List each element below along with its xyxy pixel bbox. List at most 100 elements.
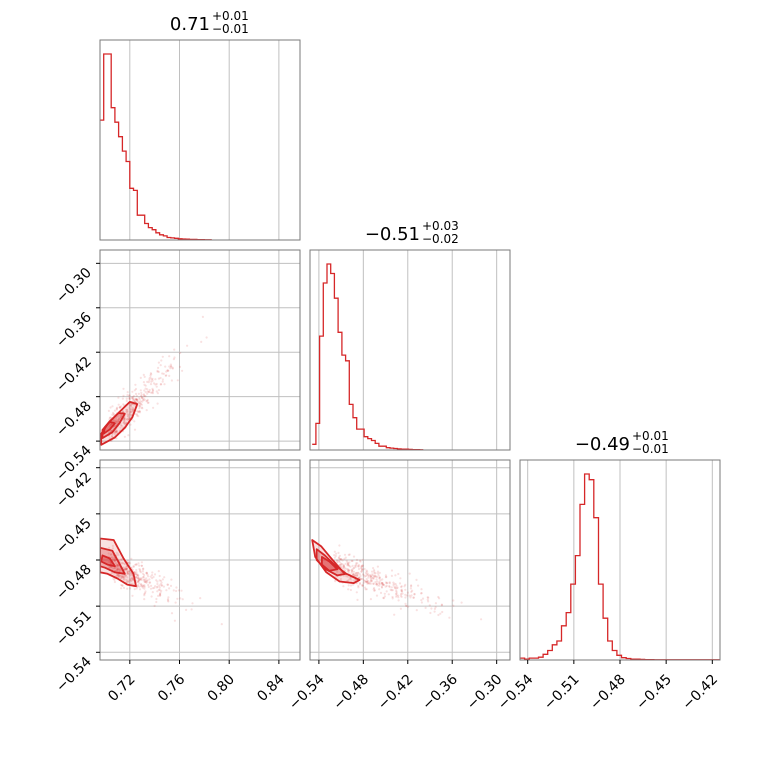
scatter-sample — [391, 597, 394, 600]
scatter-sample — [172, 589, 175, 592]
scatter-sample — [382, 597, 385, 600]
scatter-sample — [136, 575, 139, 578]
scatter-sample — [374, 572, 377, 575]
scatter-sample — [116, 420, 119, 423]
scatter-sample — [122, 421, 125, 424]
scatter-sample — [410, 590, 413, 593]
scatter-sample — [339, 558, 342, 561]
scatter-sample — [142, 393, 145, 396]
scatter-sample — [137, 392, 140, 395]
scatter-sample — [407, 605, 410, 608]
scatter-sample — [137, 580, 140, 584]
scatter-sample — [415, 609, 418, 612]
scatter-sample — [159, 594, 162, 597]
scatter-sample — [359, 559, 362, 562]
scatter-sample — [375, 583, 378, 586]
scatter-sample — [129, 412, 132, 415]
scatter-sample — [160, 584, 163, 587]
scatter-sample — [366, 579, 369, 582]
scatter-sample — [397, 596, 400, 599]
scatter-sample — [130, 410, 133, 413]
scatter-sample — [385, 575, 388, 578]
scatter-sample — [138, 570, 141, 573]
scatter-sample — [361, 558, 364, 561]
scatter-sample — [162, 585, 165, 588]
scatter-sample — [125, 421, 128, 424]
scatter-sample — [146, 399, 149, 402]
scatter-sample — [158, 594, 162, 597]
scatter-sample — [131, 594, 134, 597]
scatter-sample — [146, 401, 149, 404]
scatter-sample — [338, 544, 341, 547]
scatter-sample — [159, 591, 162, 594]
scatter-sample — [151, 392, 154, 395]
scatter-sample — [157, 588, 160, 592]
hist-panel-0 — [99, 39, 301, 241]
scatter-sample — [116, 575, 119, 578]
scatter-sample — [115, 407, 118, 410]
scatter-sample — [109, 553, 112, 556]
scatter-sample — [135, 563, 138, 566]
scatter-sample — [147, 381, 150, 384]
scatter-sample — [113, 566, 116, 569]
scatter-sample — [395, 589, 398, 592]
scatter-sample — [112, 567, 115, 570]
scatter-sample — [429, 611, 432, 615]
scatter-sample — [133, 588, 136, 591]
scatter-sample — [146, 579, 149, 582]
scatter-sample — [397, 599, 400, 602]
scatter-sample — [381, 582, 384, 585]
scatter-sample — [115, 437, 118, 440]
scatter-sample — [440, 604, 443, 607]
scatter-sample — [143, 592, 146, 596]
scatter-sample — [129, 587, 132, 590]
scatter-sample — [128, 570, 131, 573]
scatter-sample — [372, 577, 375, 580]
scatter-sample — [156, 392, 159, 395]
param-title-upper-0: +0.01 — [212, 9, 249, 23]
scatter-sample — [156, 402, 159, 405]
scatter-sample — [110, 435, 114, 438]
scatter-sample — [406, 591, 409, 594]
param-title-value-0: 0.71 — [170, 14, 210, 35]
scatter-sample — [126, 572, 129, 575]
scatter-sample — [159, 579, 163, 582]
scatter-sample — [149, 587, 153, 590]
scatter-sample — [366, 581, 369, 584]
scatter-sample — [398, 582, 402, 585]
scatter-sample — [137, 400, 140, 403]
scatter-sample — [352, 555, 356, 558]
scatter-sample — [156, 580, 159, 583]
scatter-sample — [355, 575, 358, 578]
scatter-sample — [126, 410, 129, 413]
scatter-sample — [153, 573, 157, 576]
scatter-sample — [426, 598, 429, 601]
scatter-sample — [349, 588, 352, 592]
x-tick-label: 0.72 — [105, 672, 138, 705]
scatter-sample — [126, 580, 129, 583]
scatter-sample — [115, 551, 118, 554]
scatter-sample — [114, 574, 117, 577]
scatter-sample — [365, 578, 368, 581]
scatter-sample — [118, 406, 121, 409]
scatter-sample — [176, 597, 179, 600]
scatter-sample — [125, 568, 128, 572]
scatter-sample — [116, 406, 119, 409]
scatter-sample — [367, 582, 370, 585]
scatter-sample — [136, 577, 140, 580]
scatter-sample — [366, 570, 369, 573]
scatter-sample — [173, 356, 176, 359]
scatter-sample — [348, 577, 351, 581]
scatter-sample — [128, 398, 131, 401]
scatter-sample — [131, 577, 134, 580]
scatter-sample — [361, 564, 364, 567]
scatter-sample — [135, 398, 139, 401]
scatter-sample — [344, 562, 347, 565]
scatter-sample — [381, 583, 384, 586]
scatter-sample — [339, 562, 342, 565]
scatter-sample — [147, 575, 150, 578]
scatter-sample — [348, 569, 351, 572]
scatter-sample — [410, 585, 413, 588]
scatter-sample — [392, 583, 395, 587]
scatter-sample — [369, 575, 372, 578]
